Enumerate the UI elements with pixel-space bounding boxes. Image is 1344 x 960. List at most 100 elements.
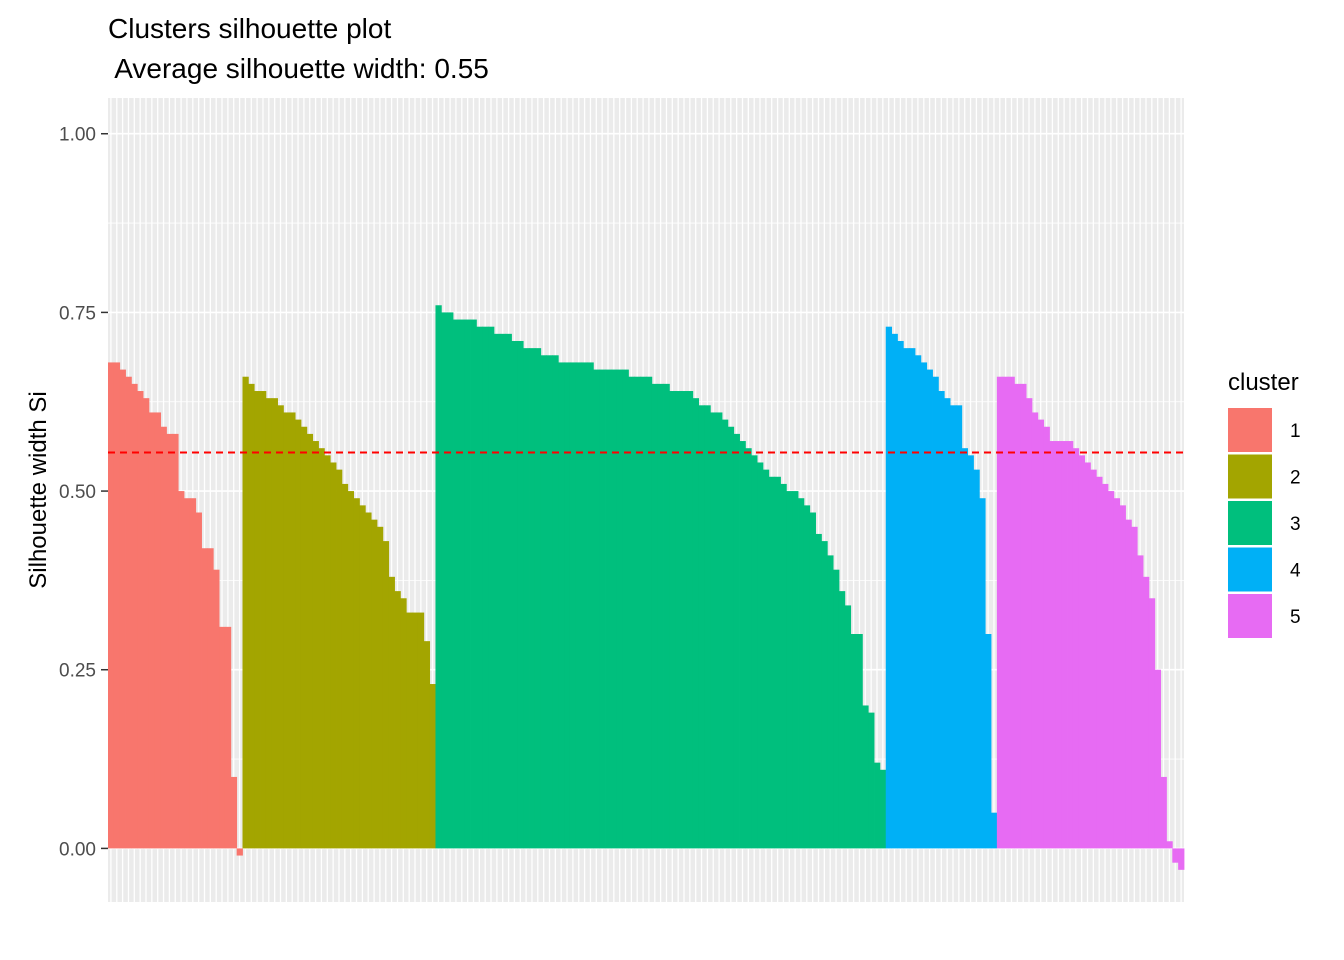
y-tick-label: 0.50	[59, 482, 96, 503]
silhouette-bar	[821, 541, 828, 849]
silhouette-bar	[534, 348, 542, 849]
silhouette-bar	[985, 634, 992, 849]
silhouette-bar	[166, 433, 173, 849]
silhouette-bar	[558, 362, 565, 849]
silhouette-bar	[423, 641, 431, 849]
silhouette-bar	[517, 340, 524, 849]
silhouette-bar	[692, 398, 700, 849]
silhouette-bar	[365, 512, 372, 849]
silhouette-bar	[1143, 576, 1150, 849]
silhouette-bar	[885, 326, 893, 849]
silhouette-bar	[622, 369, 629, 849]
silhouette-bar	[780, 483, 787, 849]
silhouette-bar	[634, 376, 641, 849]
silhouette-bar	[154, 412, 162, 849]
y-tick-label: 0.25	[59, 661, 96, 682]
silhouette-bar	[1049, 441, 1056, 849]
silhouette-bar	[879, 769, 887, 849]
silhouette-bar	[944, 398, 951, 849]
silhouette-bar	[593, 369, 600, 849]
legend: cluster 1 2 3 4 5	[1228, 369, 1301, 638]
legend-key	[1228, 594, 1272, 638]
silhouette-bar	[347, 491, 355, 849]
silhouette-bar	[283, 412, 290, 849]
silhouette-bar	[341, 483, 349, 849]
silhouette-bar	[394, 591, 401, 849]
silhouette-bar	[809, 512, 816, 849]
silhouette-bar	[575, 362, 583, 849]
silhouette-bar	[1014, 383, 1021, 849]
silhouette-bar	[470, 319, 477, 849]
silhouette-bar	[195, 512, 202, 849]
silhouette-bar	[686, 391, 694, 849]
silhouette-bar	[1043, 426, 1050, 849]
silhouette-bar	[382, 541, 390, 849]
silhouette-bar	[991, 812, 998, 849]
silhouette-bar	[476, 326, 483, 849]
silhouette-bar	[184, 498, 191, 849]
silhouette-bar	[1160, 776, 1167, 849]
silhouette-bar	[213, 569, 220, 849]
y-tick-label: 0.00	[59, 839, 96, 860]
silhouette-bar	[950, 405, 957, 849]
silhouette-bar	[616, 369, 624, 849]
silhouette-bar	[453, 319, 460, 849]
silhouette-bar	[774, 476, 781, 849]
y-axis: 0.00 0.25 0.50 0.75 1.00	[59, 125, 108, 860]
legend-label: 2	[1290, 468, 1301, 489]
silhouette-bar	[511, 340, 518, 849]
silhouette-bar	[260, 391, 267, 849]
silhouette-bar	[371, 519, 378, 849]
legend-title: cluster	[1228, 369, 1299, 396]
silhouette-bar	[172, 433, 179, 849]
silhouette-bar	[1020, 383, 1027, 849]
silhouette-bar	[932, 376, 939, 849]
silhouette-bar	[920, 362, 928, 849]
silhouette-bar	[312, 441, 319, 849]
silhouette-bar	[318, 448, 325, 849]
silhouette-bar	[306, 433, 314, 849]
silhouette-bar	[417, 612, 425, 849]
silhouette-bar	[137, 391, 144, 849]
silhouette-bar	[464, 319, 471, 849]
silhouette-bar	[1166, 841, 1173, 849]
silhouette-bar	[242, 376, 249, 849]
y-tick-label: 1.00	[59, 125, 96, 146]
silhouette-bar	[646, 376, 653, 849]
silhouette-bar	[587, 362, 594, 849]
y-axis-title: Silhouette width Si	[25, 391, 52, 588]
silhouette-bar	[564, 362, 571, 849]
silhouette-bar	[745, 448, 752, 849]
silhouette-bar	[359, 505, 366, 849]
silhouette-bar	[1037, 419, 1045, 849]
silhouette-bar	[1154, 669, 1162, 849]
silhouette-bar	[552, 355, 559, 849]
silhouette-bar	[1137, 555, 1144, 849]
silhouette-bar	[271, 398, 278, 849]
silhouette-bar	[219, 626, 226, 849]
silhouette-bar	[733, 433, 740, 849]
silhouette-bar	[488, 326, 495, 849]
silhouette-bar	[909, 348, 916, 849]
silhouette-bar	[862, 705, 869, 849]
silhouette-bar	[786, 491, 793, 849]
silhouette-bar	[710, 412, 717, 849]
silhouette-bar	[482, 326, 489, 849]
silhouette-bar	[1131, 526, 1138, 849]
silhouette-bar	[300, 426, 308, 849]
silhouette-bar	[1008, 376, 1015, 849]
silhouette-bar	[739, 441, 746, 849]
silhouette-bar	[1172, 848, 1179, 863]
silhouette-bar	[1113, 498, 1121, 849]
silhouette-bar	[967, 455, 974, 849]
silhouette-bar	[838, 591, 846, 849]
silhouette-bar	[996, 376, 1004, 849]
silhouette-bar	[961, 448, 969, 849]
silhouette-bar	[400, 598, 407, 849]
silhouette-bar	[1119, 505, 1126, 849]
silhouette-bar	[178, 491, 185, 849]
silhouette-bar	[224, 626, 232, 849]
silhouette-bar	[1107, 491, 1115, 849]
silhouette-bar	[207, 548, 214, 849]
